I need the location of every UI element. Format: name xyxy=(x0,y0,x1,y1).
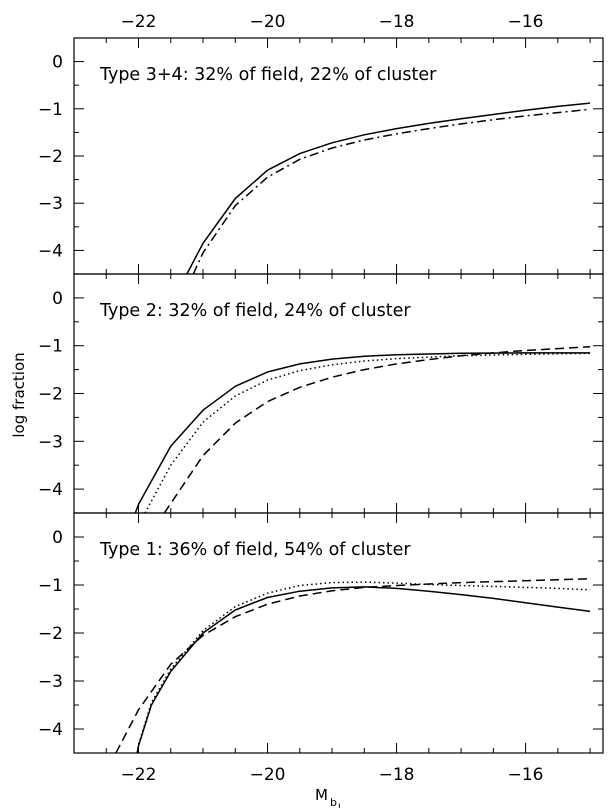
series-line-solid xyxy=(134,352,591,513)
panel-annotation: Type 1: 36% of field, 54% of cluster xyxy=(99,540,411,560)
axis-text-group: log fraction M b J xyxy=(10,352,341,808)
panels-group: 0 −1 −2 −3 −4 Type 3+4: 32% of field, 22% of … xyxy=(38,12,604,785)
panel-3: 0 −1 −2 −3 −4 Type 1: 36% of field, 54% of cl… xyxy=(38,512,604,754)
x-tick-label-top: −22 xyxy=(121,12,157,32)
y-tick-label: −3 xyxy=(38,432,63,452)
y-tick-label: −2 xyxy=(38,624,63,644)
y-tick-label: −3 xyxy=(38,194,63,214)
series-line-dashdot xyxy=(192,108,591,274)
x-tick-label-bottom: −18 xyxy=(379,765,415,785)
y-tick-label: −2 xyxy=(38,147,63,167)
x-axis-label-sub2: J xyxy=(337,803,341,808)
x-tick-label-bottom: −20 xyxy=(250,765,286,785)
series-line-dashed xyxy=(163,345,591,513)
panel-1: 0 −1 −2 −3 −4 Type 3+4: 32% of field, 22% of … xyxy=(38,37,604,275)
y-tick-label: −1 xyxy=(38,100,63,120)
panel-annotation: Type 3+4: 32% of field, 22% of cluster xyxy=(99,65,437,85)
x-axis-label-sub: b xyxy=(330,796,337,808)
y-tick-label: −3 xyxy=(38,672,63,692)
x-tick-label-top: −18 xyxy=(379,12,415,32)
x-tick-label-bottom: −22 xyxy=(121,765,157,785)
y-tick-label: 0 xyxy=(52,528,63,548)
series-line-dotted xyxy=(144,352,591,513)
y-tick-label: −2 xyxy=(38,385,63,405)
x-tick-label-top: −16 xyxy=(508,12,544,32)
x-tick-label-top: −20 xyxy=(250,12,286,32)
y-tick-label: 0 xyxy=(52,289,63,309)
series-line-dotted xyxy=(136,581,591,753)
x-tick-label-bottom: −16 xyxy=(508,765,544,785)
series-group xyxy=(186,102,591,274)
y-tick-label: 0 xyxy=(52,53,63,73)
x-axis-label-main: M xyxy=(315,786,328,804)
panel-2: 0 −1 −2 −3 −4 Type 2: 32% of field, 24% of cl… xyxy=(38,273,604,514)
series-line-dashed xyxy=(115,578,591,753)
y-tick-label: −4 xyxy=(38,480,63,500)
series-line-solid xyxy=(136,586,591,753)
y-tick-label: −4 xyxy=(38,241,63,261)
y-tick-label: −1 xyxy=(38,576,63,596)
series-group xyxy=(134,345,591,513)
panel-annotation: Type 2: 32% of field, 24% of cluster xyxy=(99,301,411,321)
x-axis-label: M b J xyxy=(315,786,341,808)
y-axis-label: log fraction xyxy=(10,352,28,437)
series-group xyxy=(115,578,591,753)
y-tick-label: −4 xyxy=(38,720,63,740)
series-line-solid xyxy=(186,102,591,274)
y-tick-label: −1 xyxy=(38,337,63,357)
